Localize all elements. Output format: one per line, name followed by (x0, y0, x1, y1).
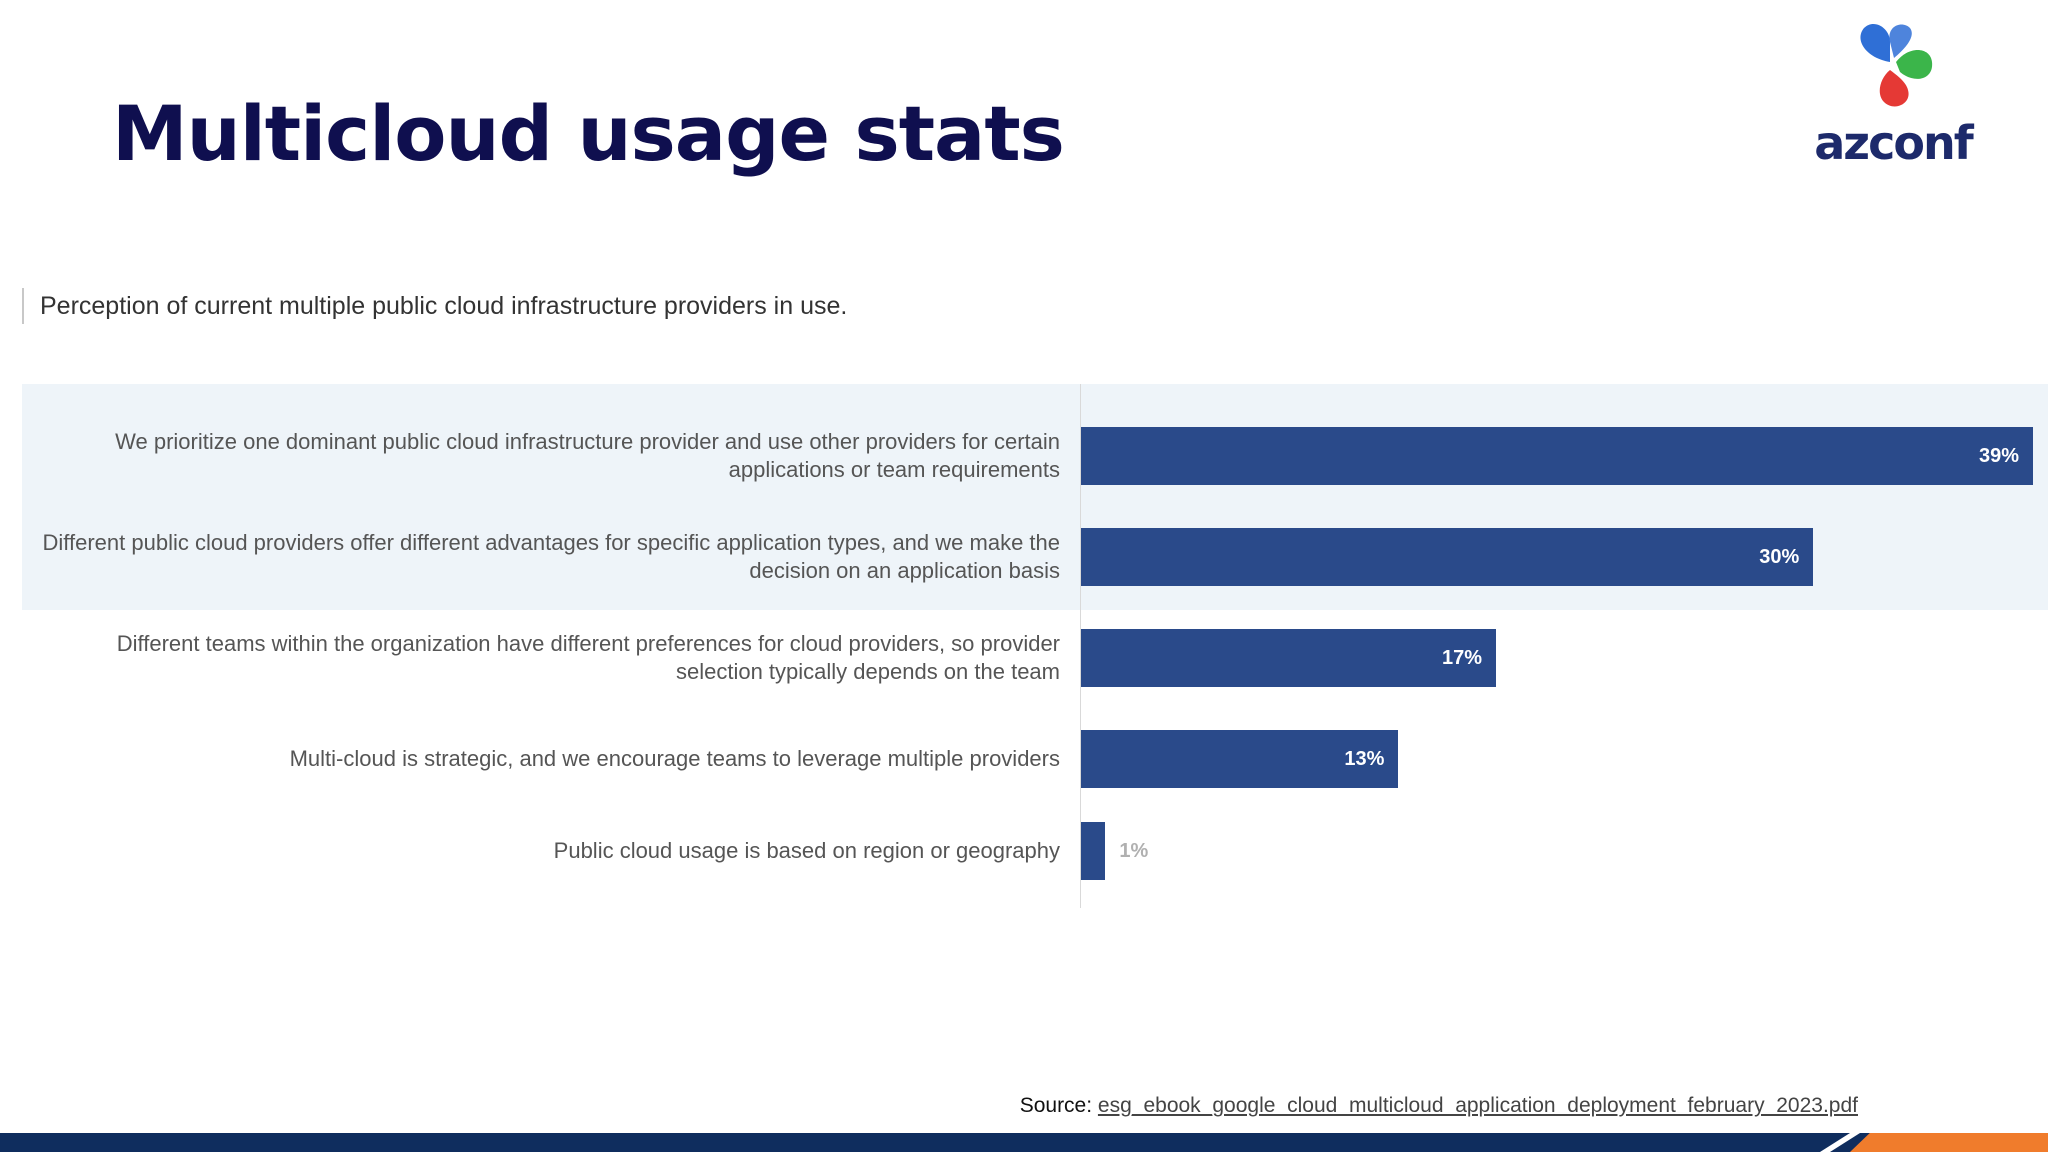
bar (1081, 730, 1399, 788)
source-link[interactable]: esg_ebook_google_cloud_multicloud_applic… (1097, 1094, 1858, 1117)
footer-accent (1850, 1133, 2048, 1152)
source-citation: Source: esg_ebook_google_cloud_multiclou… (1020, 1094, 1858, 1118)
bar (1081, 427, 2033, 485)
data-label: 1% (1119, 840, 1149, 862)
source-prefix: Source: (1019, 1094, 1098, 1117)
bar (1081, 629, 1496, 687)
data-label: 39% (1979, 445, 2020, 467)
data-label: 17% (1441, 647, 1482, 669)
data-label: 13% (1344, 748, 1385, 770)
azconf-flower-icon (1860, 23, 1933, 107)
chart-title: Perception of current multiple public cl… (22, 288, 847, 324)
footer-bar (0, 1133, 2048, 1152)
bar (1081, 528, 1814, 586)
category-label: Multi-cloud is strategic, and we encoura… (289, 746, 1060, 771)
logo-text: azconf (1814, 116, 1973, 170)
axis-line (1080, 384, 1081, 908)
azconf-logo: azconf (1793, 0, 1993, 236)
page-title: Multicloud usage stats (112, 89, 1065, 178)
category-label: We prioritize one dominant public cloud … (115, 429, 1060, 482)
category-label: Different teams within the organization … (116, 631, 1060, 684)
data-label: 30% (1759, 546, 1800, 568)
category-label: Different public cloud providers offer d… (42, 530, 1060, 583)
category-label: Public cloud usage is based on region or… (553, 838, 1060, 863)
bar (1081, 822, 1106, 880)
